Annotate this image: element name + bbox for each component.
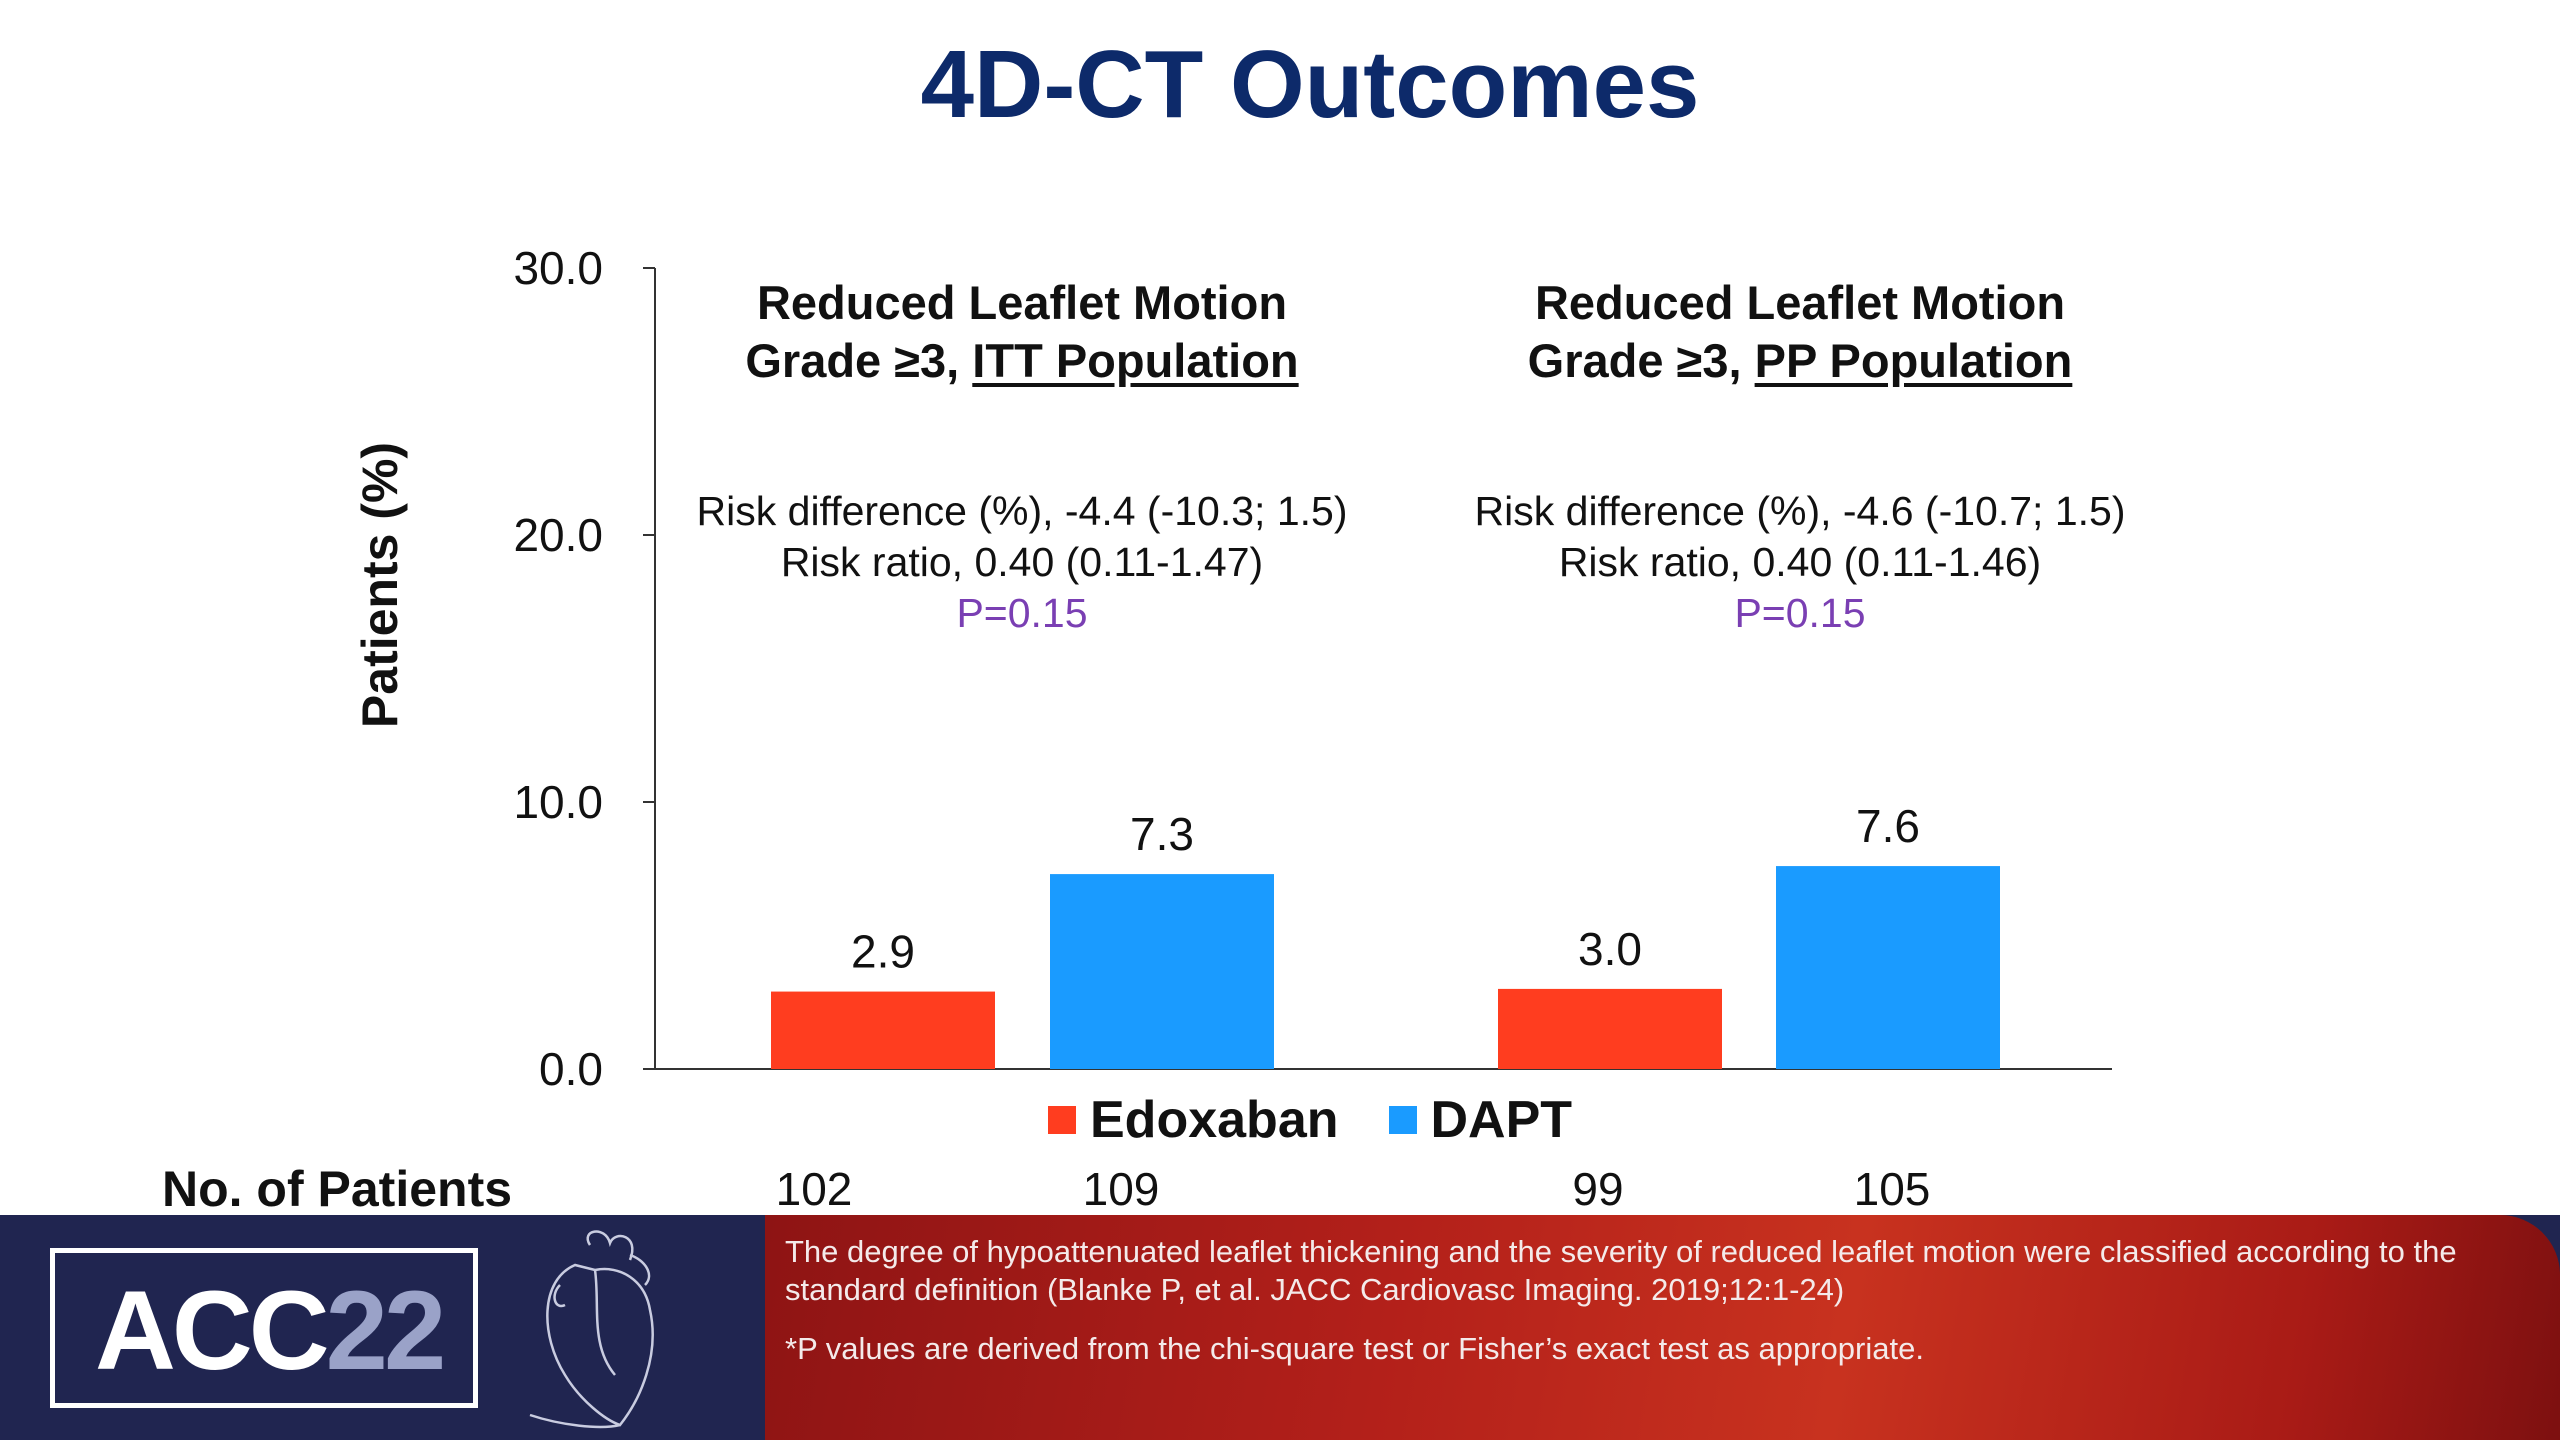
panel-pp-title-prefix: Grade ≥3, (1527, 334, 1755, 387)
patients-count: 102 (775, 1163, 853, 1215)
footnote-1: The degree of hypoattenuated leaflet thi… (785, 1234, 2457, 1307)
legend-label-edoxaban: Edoxaban (1090, 1091, 1339, 1149)
y-tick-label: 0.0 (539, 1043, 603, 1095)
panel-itt-risk-difference: Risk difference (%), -4.4 (-10.3; 1.5) (696, 488, 1348, 534)
panel-pp: Reduced Leaflet Motion Grade ≥3, PP Popu… (1475, 274, 2126, 639)
panel-itt-p-value: P=0.15 (956, 590, 1088, 636)
panel-pp-title-line2: Grade ≥3, PP Population (1475, 332, 2126, 390)
panel-itt-risk-ratio: Risk ratio, 0.40 (0.11-1.47) (780, 539, 1264, 585)
bar-value-label: 2.9 (851, 926, 915, 978)
legend: Edoxaban DAPT (1048, 1088, 1622, 1152)
panel-pp-risk-ratio: Risk ratio, 0.40 (0.11-1.46) (1558, 539, 2042, 585)
footer-red-panel (765, 1215, 2560, 1440)
panel-itt-title: Reduced Leaflet Motion Grade ≥3, ITT Pop… (697, 274, 1348, 390)
acc22-logo: ACC22 (50, 1248, 478, 1408)
bar-edoxaban (1498, 988, 1722, 1069)
panel-pp-stats: Risk difference (%), -4.6 (-10.7; 1.5) R… (1475, 486, 2126, 639)
panel-itt-population: ITT Population (972, 334, 1299, 387)
logo-year: 22 (325, 1268, 447, 1393)
y-axis-label: Patients (%) (352, 441, 408, 729)
page-title: 4D-CT Outcomes (920, 31, 1700, 138)
legend-swatch-dapt (1388, 1106, 1417, 1134)
panel-itt-title-line1: Reduced Leaflet Motion (756, 276, 1288, 329)
bar-value-label: 3.0 (1578, 923, 1642, 975)
patients-count: 105 (1853, 1163, 1931, 1215)
bar-dapt (1776, 866, 2000, 1069)
panel-pp-population: PP Population (1754, 334, 2073, 387)
y-tick-label: 10.0 (513, 776, 603, 828)
panel-pp-title: Reduced Leaflet Motion Grade ≥3, PP Popu… (1475, 274, 2126, 390)
panel-pp-p-value: P=0.15 (1734, 590, 1866, 636)
legend-item-edoxaban: Edoxaban (1048, 1090, 1339, 1150)
panel-itt-title-prefix: Grade ≥3, (745, 334, 973, 387)
heart-icon (529, 1230, 654, 1429)
bar-value-label: 7.3 (1130, 808, 1194, 860)
bar-edoxaban (771, 991, 995, 1069)
patients-count: 109 (1082, 1163, 1160, 1215)
patients-count: 99 (1572, 1163, 1624, 1215)
y-tick-label: 20.0 (513, 509, 603, 561)
legend-label-dapt: DAPT (1430, 1091, 1573, 1149)
panel-pp-title-line1: Reduced Leaflet Motion (1534, 276, 2066, 329)
legend-item-dapt: DAPT (1388, 1090, 1573, 1150)
footer-banner: ACC22 The degree of hypoattenuated leafl… (0, 1215, 2560, 1440)
legend-swatch-edoxaban (1048, 1106, 1076, 1134)
panel-itt-stats: Risk difference (%), -4.4 (-10.3; 1.5) R… (697, 486, 1348, 639)
panel-itt-title-line2: Grade ≥3, ITT Population (697, 332, 1348, 390)
bar-value-label: 7.6 (1856, 800, 1920, 852)
footnote-2: *P values are derived from the chi-squar… (785, 1331, 1924, 1366)
panel-pp-risk-difference: Risk difference (%), -4.6 (-10.7; 1.5) (1474, 488, 2126, 534)
patients-label: No. of Patients (162, 1161, 513, 1217)
panel-itt: Reduced Leaflet Motion Grade ≥3, ITT Pop… (697, 274, 1348, 639)
bar-dapt (1050, 874, 1274, 1069)
logo-text: ACC22 (95, 1268, 447, 1393)
logo-acc: ACC (95, 1268, 330, 1393)
y-tick-label: 30.0 (513, 242, 603, 294)
